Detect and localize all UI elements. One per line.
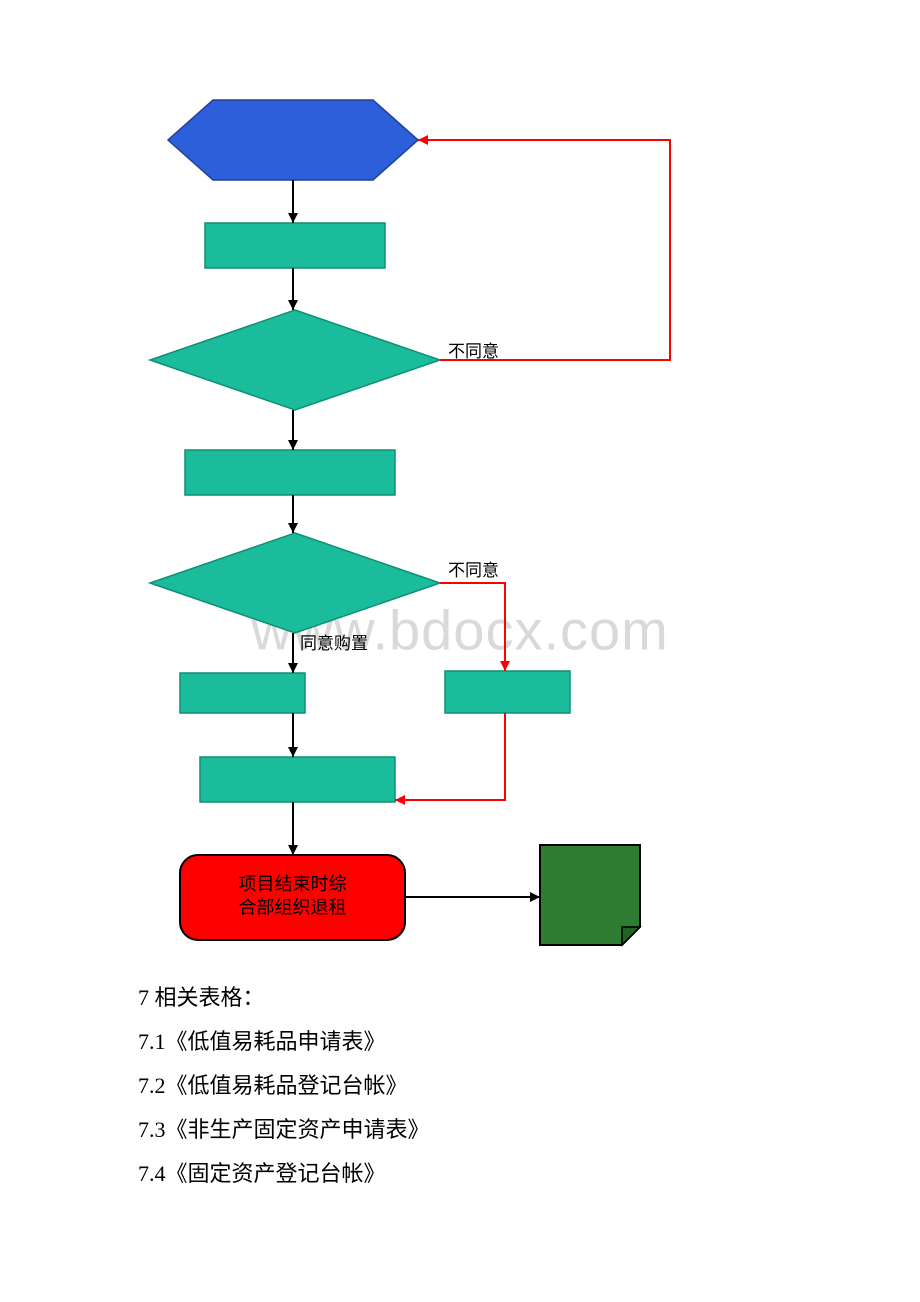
svg-text:合部组织退租: 合部组织退租	[239, 897, 347, 917]
page: www.bdocx.com 项目结束时综合部组织退租同意购置不同意不同意 7 相…	[0, 0, 920, 1302]
svg-text:不同意: 不同意	[448, 561, 499, 580]
svg-text:同意购置: 同意购置	[300, 634, 368, 653]
flowchart-canvas: 项目结束时综合部组织退租同意购置不同意不同意	[0, 0, 920, 970]
doclist-item: 7.4《固定资产登记台帐》	[138, 1152, 430, 1196]
doclist-heading: 7 相关表格：	[138, 976, 430, 1020]
doclist-item: 7.1《低值易耗品申请表》	[138, 1020, 430, 1064]
svg-text:不同意: 不同意	[448, 342, 499, 361]
svg-text:项目结束时综: 项目结束时综	[239, 874, 347, 894]
doclist-item: 7.3《非生产固定资产申请表》	[138, 1108, 430, 1152]
doclist-item: 7.2《低值易耗品登记台帐》	[138, 1064, 430, 1108]
document-list: 7 相关表格： 7.1《低值易耗品申请表》 7.2《低值易耗品登记台帐》 7.3…	[138, 976, 430, 1196]
